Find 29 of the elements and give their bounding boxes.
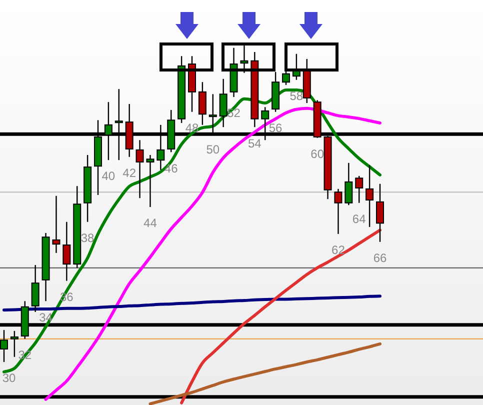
candlestick (376, 183, 384, 242)
text: 48 (185, 121, 199, 136)
text: 60 (310, 147, 324, 162)
candlestick (62, 221, 71, 282)
candlestick (344, 162, 353, 206)
text: 56 (268, 121, 282, 136)
text: 64 (352, 212, 366, 226)
text: 30 (2, 371, 16, 386)
candlestick (31, 264, 40, 313)
text: 66 (373, 251, 387, 266)
candlestick (355, 175, 364, 204)
text: 42 (122, 166, 136, 180)
candlestick (136, 140, 144, 199)
text: 40 (102, 169, 116, 184)
text: 52 (227, 106, 240, 120)
candlestick (0, 329, 8, 363)
candlestick (334, 188, 342, 235)
text: 38 (80, 231, 94, 246)
text: 44 (144, 216, 157, 230)
text: 62 (332, 243, 345, 258)
candlestick (198, 81, 206, 126)
text: 50 (206, 142, 220, 156)
candlestick (10, 330, 18, 358)
text: 58 (290, 89, 304, 104)
text: 46 (164, 161, 178, 176)
candlestick (52, 195, 60, 254)
text: 54 (248, 136, 262, 150)
candlestick (366, 164, 374, 228)
candlestick (146, 154, 154, 208)
